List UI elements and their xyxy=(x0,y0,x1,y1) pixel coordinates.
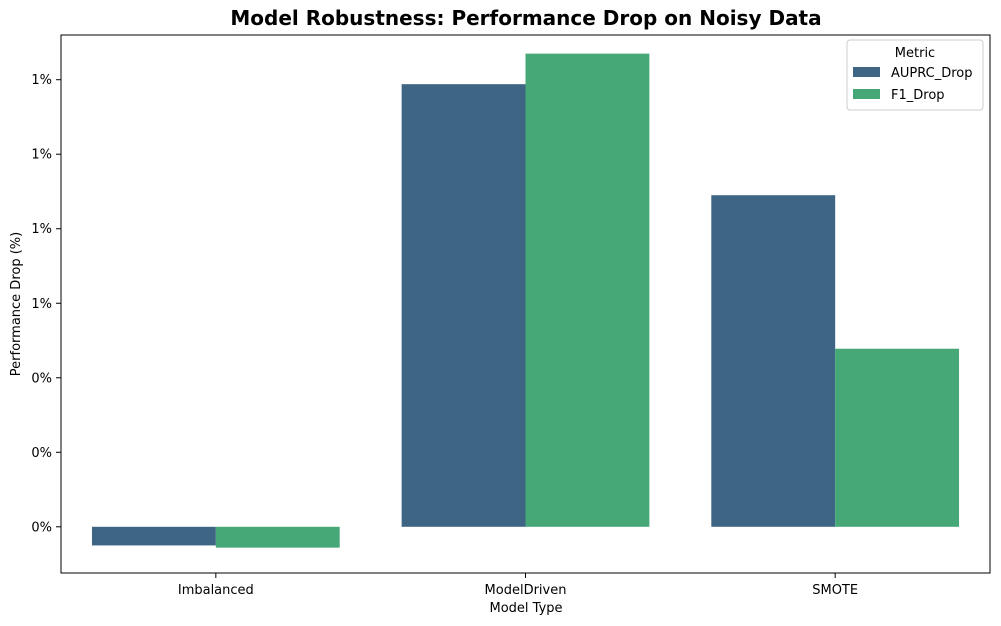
y-tick-label: 0% xyxy=(31,446,52,461)
y-tick-label: 1% xyxy=(31,73,52,88)
y-tick-label: 1% xyxy=(31,297,52,312)
plot-area xyxy=(60,34,991,574)
legend-items: AUPRC_Drop F1_Drop xyxy=(853,66,973,103)
y-tick-label: 1% xyxy=(31,148,52,163)
x-tick-label-smote: SMOTE xyxy=(812,583,858,598)
legend-swatch-auprc-drop xyxy=(853,67,880,77)
legend-swatch-f1-drop xyxy=(853,89,880,99)
bar-f1-drop-smote xyxy=(835,348,960,527)
y-tick-label: 1% xyxy=(31,222,52,237)
x-axis: Imbalanced ModelDriven SMOTE xyxy=(178,573,858,598)
bar-auprc-drop-smote xyxy=(711,195,836,527)
x-tick-label-modeldriven: ModelDriven xyxy=(485,583,567,598)
legend-frame xyxy=(846,39,984,111)
y-axis-label: Performance Drop (%) xyxy=(9,232,24,376)
bar-f1-drop-imbalanced xyxy=(215,526,340,548)
bar-auprc-drop-modeldriven xyxy=(401,84,526,527)
bar-f1-drop-modeldriven xyxy=(525,53,650,527)
bar-auprc-drop-imbalanced xyxy=(91,526,216,546)
x-axis-label: Model Type xyxy=(489,601,562,616)
y-tick-label: 0% xyxy=(31,520,52,535)
x-tick-label-imbalanced: Imbalanced xyxy=(178,583,254,598)
y-tick-label: 0% xyxy=(31,371,52,386)
legend-title: Metric xyxy=(895,46,935,61)
y-axis: 0% 0% 0% 1% 1% 1% 1% xyxy=(31,73,61,535)
legend-label-auprc-drop: AUPRC_Drop xyxy=(891,66,973,81)
legend: Metric AUPRC_Drop F1_Drop xyxy=(846,39,984,111)
legend-label-f1-drop: F1_Drop xyxy=(891,88,945,103)
chart-title: Model Robustness: Performance Drop on No… xyxy=(230,6,821,30)
